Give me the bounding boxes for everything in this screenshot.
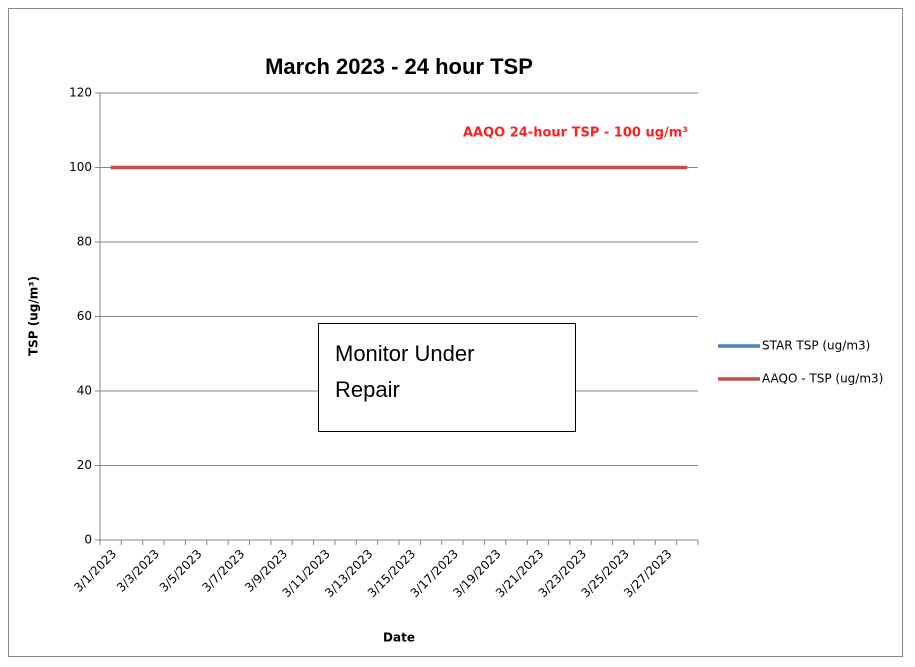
y-axis-label: TSP (ug/m³) [27, 276, 41, 356]
y-tick-label: 20 [77, 458, 92, 472]
legend-label: AAQO - TSP (ug/m3) [762, 372, 883, 386]
annotation-box [318, 323, 576, 432]
legend-label: STAR TSP (ug/m3) [762, 339, 870, 353]
chart-title: March 2023 - 24 hour TSP [265, 54, 533, 79]
y-tick-label: 100 [69, 160, 92, 174]
y-tick-label: 60 [77, 309, 92, 323]
annotation-container: Monitor Under Repair [335, 341, 475, 402]
y-tick-label: 40 [77, 384, 92, 398]
y-tick-label: 0 [84, 533, 92, 547]
annotation: Monitor Under Repair [335, 341, 475, 402]
annotation: AAQO 24-hour TSP - 100 ug/m³ [463, 126, 688, 141]
x-axis-label: Date [383, 631, 415, 645]
y-tick-label: 120 [69, 86, 92, 100]
y-tick-label: 80 [77, 235, 92, 249]
